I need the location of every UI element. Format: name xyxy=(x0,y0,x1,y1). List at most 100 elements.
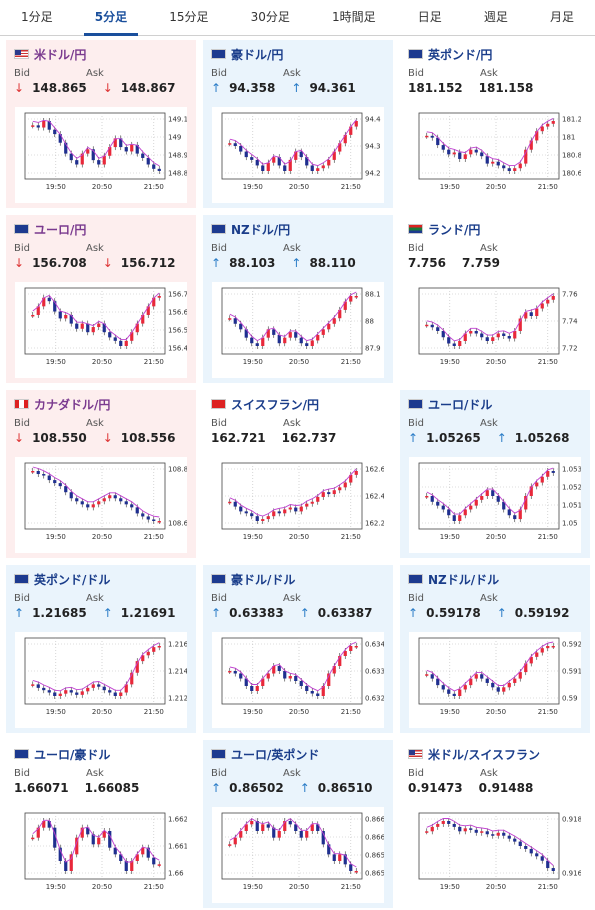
candle-body xyxy=(430,324,434,328)
mini-candlestick-chart[interactable]: 19:50 20:50 21:50 162.6 162.4 162.2 xyxy=(212,457,384,553)
candle-body xyxy=(496,832,500,836)
currency-pair-name[interactable]: NZドル/ドル xyxy=(428,572,500,587)
candle-body xyxy=(425,674,429,676)
rate-card[interactable]: ランド/円 Bid Ask 7.756 7.759 19:50 20:50 21:50 7.76… xyxy=(400,215,590,383)
tab-timeframe[interactable]: 週足 xyxy=(483,10,508,24)
chart-svg: 19:50 20:50 21:50 181.2 181 180.8 180.6 xyxy=(418,112,581,191)
rate-card[interactable]: カナダドル/円 Bid Ask ↓ 108.550 ↓ 108.556 19:50 20:50 2… xyxy=(6,390,196,558)
mini-candlestick-chart[interactable]: 19:50 20:50 21:50 1.216 1.214 1.212 xyxy=(15,632,187,728)
mini-candlestick-chart[interactable]: 19:50 20:50 21:50 7.76 7.74 7.72 xyxy=(409,282,581,378)
mini-candlestick-chart[interactable]: 19:50 20:50 21:50 181.2 181 180.8 180.6 xyxy=(409,107,581,203)
candle-body xyxy=(47,475,51,481)
y-tick-label: 162.2 xyxy=(365,520,384,528)
price-labels: Bid Ask xyxy=(203,68,393,79)
mini-candlestick-chart[interactable]: 19:50 20:50 21:50 108.8 108.6 xyxy=(15,457,187,553)
bid-value: 0.91473 xyxy=(408,781,463,795)
rate-card[interactable]: ユーロ/豪ドル Bid Ask 1.66071 1.66085 19:50 20:50 21:… xyxy=(6,740,196,908)
mini-candlestick-chart[interactable]: 19:50 20:50 21:50 88.1 88 87.9 xyxy=(212,282,384,378)
candle-body xyxy=(244,824,248,831)
candle-body xyxy=(157,296,161,298)
candle-body xyxy=(430,674,434,679)
currency-pair-name[interactable]: スイスフラン/円 xyxy=(231,397,320,412)
mini-candlestick-chart[interactable]: 19:50 20:50 21:50 1.662 1.661 1.66 xyxy=(15,807,187,903)
mini-candlestick-chart[interactable]: 19:50 20:50 21:50 94.4 94.3 94.2 xyxy=(212,107,384,203)
y-tick-label: 156.6 xyxy=(168,309,187,317)
y-tick-label: 0.632 xyxy=(365,695,384,703)
currency-pair-name[interactable]: ユーロ/円 xyxy=(34,222,87,237)
rate-card[interactable]: 英ポンド/円 Bid Ask 181.152 181.158 19:50 20:50 21:5… xyxy=(400,40,590,208)
candle-body xyxy=(540,476,544,483)
mini-candlestick-chart[interactable]: 19:50 20:50 21:50 0.8665 0.866 0.8655 0.865 xyxy=(212,807,384,903)
currency-pair-name[interactable]: ランド/円 xyxy=(428,222,481,237)
bid-value: 1.21685 xyxy=(32,606,87,620)
mini-candlestick-chart[interactable]: 19:50 20:50 21:50 156.7 156.6 156.5 156.4 xyxy=(15,282,187,378)
rate-card[interactable]: 米ドル/円 Bid Ask ↓ 148.865 ↓ 148.867 19:50 20:50 21:… xyxy=(6,40,196,208)
tab-timeframe[interactable]: 15分足 xyxy=(169,10,209,24)
rate-card[interactable]: ユーロ/ドル Bid Ask ↑ 1.05265 ↑ 1.05268 19:50 20:50 21… xyxy=(400,390,590,558)
currency-flag-icon xyxy=(211,224,226,234)
tab-timeframe[interactable]: 1分足 xyxy=(21,10,53,24)
candle-body xyxy=(354,296,358,298)
tab-timeframe[interactable]: 1時間足 xyxy=(331,10,376,24)
candle-body xyxy=(102,323,106,333)
tab-timeframe[interactable]: 日足 xyxy=(417,10,442,24)
rate-card[interactable]: ユーロ/円 Bid Ask ↓ 156.708 ↓ 156.712 19:50 20:50 21:… xyxy=(6,215,196,383)
rate-card[interactable]: 豪ドル/円 Bid Ask ↑ 94.358 ↑ 94.361 19:50 20:50 21:50… xyxy=(203,40,393,208)
candle-body xyxy=(135,661,139,673)
x-tick-label: 19:50 xyxy=(243,533,263,541)
candle-body xyxy=(108,147,112,156)
tab-timeframe[interactable]: 5分足 xyxy=(74,0,148,36)
currency-pair-name[interactable]: ユーロ/英ポンド xyxy=(231,747,320,762)
candle-body xyxy=(135,854,139,861)
mini-candlestick-chart[interactable]: 19:50 20:50 21:50 0.634 0.633 0.632 xyxy=(212,632,384,728)
candle-body xyxy=(485,490,489,496)
trend-arrow-icon: ↑ xyxy=(291,81,302,95)
x-tick-label: 20:50 xyxy=(289,883,309,891)
currency-flag-icon xyxy=(408,574,423,584)
currency-pair-name[interactable]: 米ドル/円 xyxy=(34,47,87,62)
rate-card[interactable]: 豪ドル/ドル Bid Ask ↑ 0.63383 ↑ 0.63387 19:50 20:50 21… xyxy=(203,565,393,733)
candle-body xyxy=(343,134,347,144)
mini-candlestick-chart[interactable]: 19:50 20:50 21:50 0.592 0.591 0.59 xyxy=(409,632,581,728)
rate-card[interactable]: 英ポンド/ドル Bid Ask ↑ 1.21685 ↑ 1.21691 19:50 20:50 2… xyxy=(6,565,196,733)
currency-pair-name[interactable]: 英ポンド/円 xyxy=(428,47,493,62)
candle-body xyxy=(452,515,456,521)
currency-pair-name[interactable]: カナダドル/円 xyxy=(34,397,111,412)
candle-body xyxy=(124,147,128,152)
rate-card[interactable]: NZドル/ドル Bid Ask ↑ 0.59178 ↑ 0.59192 19:50 20:50 2… xyxy=(400,565,590,733)
currency-pair-name[interactable]: 英ポンド/ドル xyxy=(34,572,111,587)
candle-body xyxy=(31,125,35,127)
candle-body xyxy=(58,134,62,143)
mini-candlestick-chart[interactable]: 19:50 20:50 21:50 0.918 0.916 xyxy=(409,807,581,903)
candle-body xyxy=(157,521,161,523)
rate-card[interactable]: 米ドル/スイスフラン Bid Ask 0.91473 0.91488 19:50 20:50… xyxy=(400,740,590,908)
currency-pair-name[interactable]: 豪ドル/円 xyxy=(231,47,284,62)
y-tick-label: 148.9 xyxy=(168,152,187,160)
x-tick-label: 19:50 xyxy=(243,883,263,891)
chart-svg: 19:50 20:50 21:50 0.634 0.633 0.632 xyxy=(221,637,384,716)
candle-body xyxy=(321,831,325,845)
x-tick-label: 19:50 xyxy=(440,883,460,891)
candle-body xyxy=(97,837,101,845)
rate-card[interactable]: スイスフラン/円 Bid Ask 162.721 162.737 19:50 20:50 21… xyxy=(203,390,393,558)
candle-body xyxy=(441,821,445,824)
currency-pair-name[interactable]: 米ドル/スイスフラン xyxy=(428,747,541,762)
y-tick-label: 0.8665 xyxy=(365,816,384,824)
mini-candlestick-chart[interactable]: 19:50 20:50 21:50 1.053 1.052 1.051 1.05 xyxy=(409,457,581,553)
rate-card[interactable]: ユーロ/英ポンド Bid Ask ↑ 0.86502 ↑ 0.86510 19:50 20:50… xyxy=(203,740,393,908)
ask-value: 181.158 xyxy=(478,81,534,95)
candle-body xyxy=(58,311,62,319)
currency-pair-name[interactable]: 豪ドル/ドル xyxy=(231,572,296,587)
mini-candlestick-chart[interactable]: 19:50 20:50 21:50 149.1 149 148.9 148.8 xyxy=(15,107,187,203)
candle-body xyxy=(75,837,79,855)
tab-timeframe[interactable]: 30分足 xyxy=(250,10,290,24)
candle-body xyxy=(135,144,139,154)
tab-timeframe[interactable]: 月足 xyxy=(549,10,574,24)
currency-pair-name[interactable]: ユーロ/ドル xyxy=(428,397,493,412)
currency-pair-name[interactable]: ユーロ/豪ドル xyxy=(34,747,111,762)
card-header: 米ドル/スイスフラン xyxy=(400,746,590,762)
x-tick-label: 21:50 xyxy=(341,183,361,191)
candle-body xyxy=(447,509,451,516)
currency-pair-name[interactable]: NZドル/円 xyxy=(231,222,291,237)
rate-card[interactable]: NZドル/円 Bid Ask ↑ 88.103 ↑ 88.110 19:50 20:50 21:5… xyxy=(203,215,393,383)
